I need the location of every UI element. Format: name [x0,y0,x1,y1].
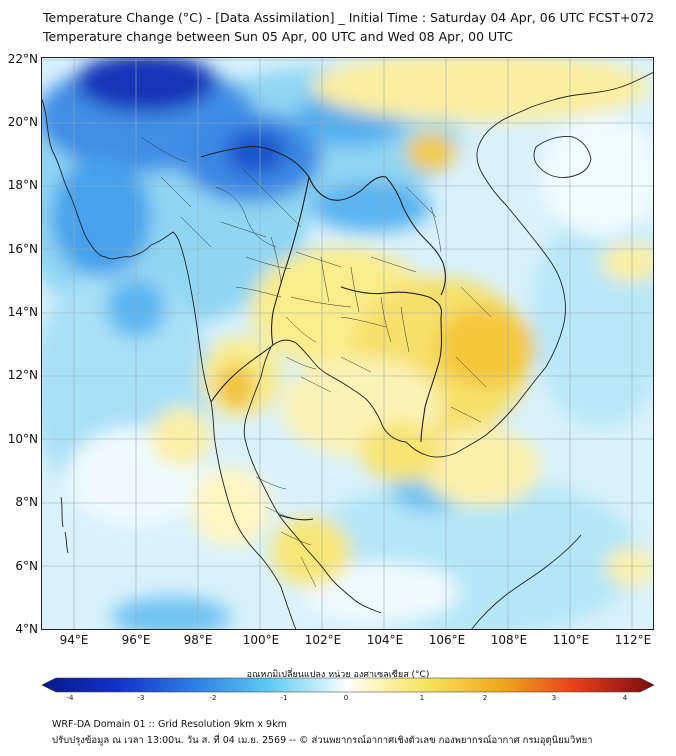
lat-label-20: 20°N [7,115,38,129]
lon-label-108: 108°E [490,633,528,647]
lat-label-6: 6°N [15,559,38,573]
cb-tick-3: 3 [551,694,557,702]
footer-update-info: ปรับปรุงข้อมูล ณ เวลา 13:00น. วัน ส. ที่… [52,735,593,746]
map-subtitle: Temperature change between Sun 05 Apr, 0… [43,29,513,44]
lat-label-12: 12°N [7,368,38,382]
temperature-field [41,57,654,630]
lat-label-4: 4°N [15,622,38,636]
lon-label-102: 102°E [304,633,342,647]
lat-label-22: 22°N [7,52,38,66]
graticule [41,57,654,630]
cb-tick-m3: -3 [137,694,145,702]
lon-label-106: 106°E [428,633,466,647]
lat-label-18: 18°N [7,178,38,192]
coastlines [41,71,654,630]
lat-label-16: 16°N [7,242,38,256]
map-title: Temperature Change (°C) - [Data Assimila… [43,10,655,25]
colorbar-label: อุณหภูมิเปลี่ยนแปลง หน่วย องศาเซลเซียส (… [246,670,430,680]
lon-label-94: 94°E [59,633,89,647]
lon-label-96: 96°E [121,633,151,647]
province-borders [140,136,492,588]
cb-tick-m1: -1 [280,694,288,702]
cb-tick-4: 4 [622,694,628,702]
lon-label-104: 104°E [366,633,404,647]
colorbar-body [41,677,655,693]
lon-label-100: 100°E [242,633,280,647]
lat-label-14: 14°N [7,305,38,319]
temperature-change-map [41,57,654,630]
lat-label-8: 8°N [15,495,38,509]
cb-tick-0: 0 [343,694,349,702]
map-border [41,57,654,630]
cb-tick-2: 2 [482,694,488,702]
cb-tick-1: 1 [419,694,425,702]
cb-tick-m2: -2 [209,694,217,702]
lon-label-98: 98°E [183,633,213,647]
lat-label-10: 10°N [7,432,38,446]
cb-tick-m4: -4 [66,694,74,702]
lon-label-110: 110°E [552,633,590,647]
country-borders [200,145,446,521]
footer-domain-info: WRF-DA Domain 01 :: Grid Resolution 9km … [52,719,287,730]
lon-label-112: 112°E [614,633,652,647]
